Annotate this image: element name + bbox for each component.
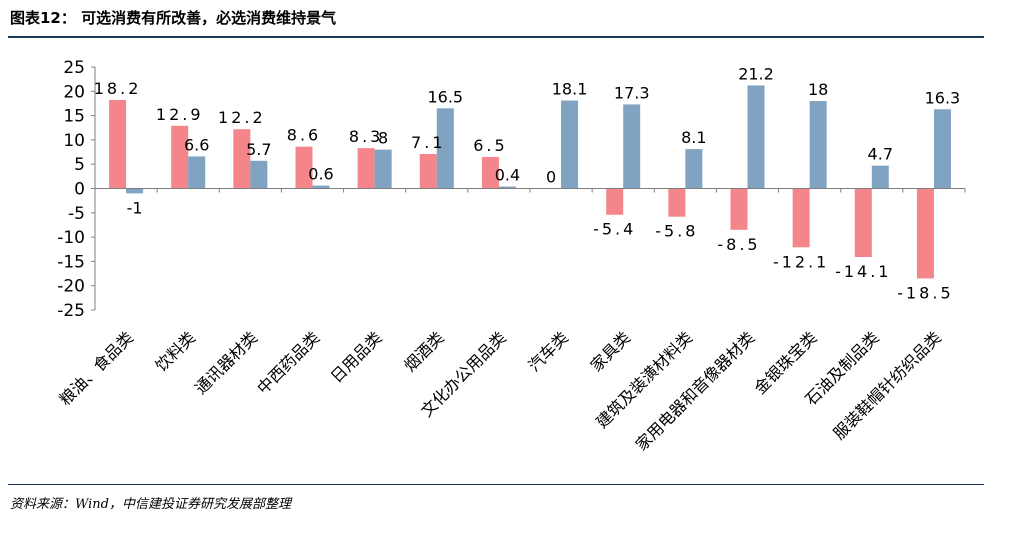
bar-series2 xyxy=(374,149,392,189)
data-label: 12.2 xyxy=(218,108,266,127)
bar-series2 xyxy=(623,104,641,189)
bar-series2 xyxy=(561,100,579,189)
bar-series2 xyxy=(188,156,206,189)
data-label: 8.6 xyxy=(287,126,321,145)
bar-series1 xyxy=(419,153,437,189)
bar-series2 xyxy=(871,165,889,189)
bar-series2 xyxy=(250,160,268,189)
figure-title: 图表12： 可选消费有所改善，必选消费维持景气 xyxy=(10,9,337,27)
bar-series2 xyxy=(809,101,827,189)
source-rule xyxy=(8,484,984,485)
y-tick-label: 10 xyxy=(63,131,85,151)
y-tick-label: -25 xyxy=(57,301,85,321)
y-tick-label: -20 xyxy=(57,277,85,297)
bar-series2 xyxy=(126,188,144,194)
category-label: 饮料类 xyxy=(152,328,199,375)
data-label: 0.6 xyxy=(308,165,333,184)
data-label: -14.1 xyxy=(835,262,891,281)
data-label: 0.4 xyxy=(495,166,520,185)
y-tick-label: 25 xyxy=(63,58,85,78)
y-tick-label: -5 xyxy=(68,204,85,224)
y-tick-label: 20 xyxy=(63,82,85,102)
data-label: -8.5 xyxy=(717,235,760,254)
data-label: 18 xyxy=(808,80,828,99)
source-note: 资料来源：Wind，中信建投证券研究发展部整理 xyxy=(10,497,291,512)
data-label: -18.5 xyxy=(897,283,953,302)
bar-series1 xyxy=(295,146,313,189)
bar-series1 xyxy=(668,188,686,217)
bar-series1 xyxy=(730,188,748,230)
bar-series1 xyxy=(171,125,189,189)
category-label: 家具类 xyxy=(587,328,634,375)
data-label: 4.7 xyxy=(868,145,893,164)
bar-series1 xyxy=(854,188,872,258)
data-label: 0 xyxy=(546,168,559,187)
title-rule xyxy=(8,36,984,38)
category-label: 粮油、食品类 xyxy=(56,328,137,409)
bar-series2 xyxy=(312,185,330,189)
bar-series2 xyxy=(498,186,516,189)
data-label: 8.3 xyxy=(349,127,383,146)
y-tick-label: 5 xyxy=(74,155,85,175)
data-label: 16.3 xyxy=(925,88,961,107)
category-label: 中西药品类 xyxy=(253,328,323,398)
data-label: -5.8 xyxy=(655,222,698,241)
data-label: 5.7 xyxy=(246,140,271,159)
data-label: -5.4 xyxy=(593,220,636,239)
y-tick-label: 0 xyxy=(74,180,85,200)
data-label: 16.5 xyxy=(427,87,463,106)
bar-series1 xyxy=(109,100,127,189)
bar-series1 xyxy=(233,129,251,189)
category-label: 通讯器材类 xyxy=(191,328,261,398)
bar-series1 xyxy=(481,156,499,189)
category-label: 家用电器和音像器材类 xyxy=(632,328,759,455)
data-label: 12.9 xyxy=(156,105,204,124)
bar-series1 xyxy=(606,188,624,215)
bar-series2 xyxy=(933,109,951,189)
category-label: 烟酒类 xyxy=(400,328,447,375)
bar-series2 xyxy=(685,149,703,189)
data-label: 8.1 xyxy=(681,128,706,147)
data-label: -1 xyxy=(127,198,143,217)
data-label: 6.5 xyxy=(473,136,507,155)
data-label: 18.1 xyxy=(552,80,588,99)
y-tick-label: -15 xyxy=(57,252,85,272)
bar-series1 xyxy=(792,188,810,248)
data-label: -12.1 xyxy=(773,252,829,271)
bar-series1 xyxy=(357,148,375,189)
data-label: 8 xyxy=(378,129,388,148)
y-tick-label: 15 xyxy=(63,107,85,127)
bar-series2 xyxy=(436,108,454,189)
category-label: 服装鞋帽针纺织品类 xyxy=(829,328,944,443)
data-label: 18.2 xyxy=(94,79,142,98)
data-label: 17.3 xyxy=(614,83,650,102)
data-label: 6.6 xyxy=(184,135,209,154)
data-label: 21.2 xyxy=(738,64,774,83)
category-label: 汽车类 xyxy=(525,328,572,375)
bar-series1 xyxy=(916,188,934,279)
y-tick-label: -10 xyxy=(57,228,85,248)
bar-series2 xyxy=(747,85,765,189)
data-label: 7.1 xyxy=(411,133,445,152)
category-label: 日用品类 xyxy=(327,328,386,387)
